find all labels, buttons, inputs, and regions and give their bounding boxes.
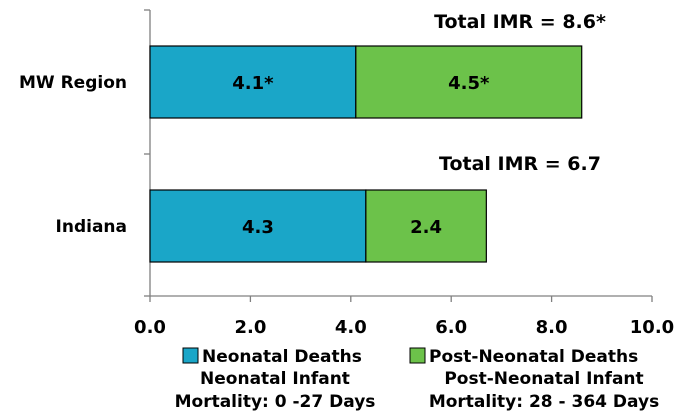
data-label-neonatal-1: 4.3: [242, 217, 274, 238]
legend-sublabel-neonatal-2: Mortality: 0 -27 Days: [175, 392, 376, 412]
legend: Neonatal Deaths Neonatal Infant Mortalit…: [175, 347, 660, 412]
x-tick-label-0: 0.0: [134, 317, 166, 338]
x-tick-label-2: 4.0: [335, 317, 367, 338]
x-tick-label-5: 10.0: [630, 317, 674, 338]
total-label-1: Total IMR = 6.7: [439, 153, 601, 175]
x-tick-label-1: 2.0: [234, 317, 266, 338]
data-label-post-neonatal-0: 4.5*: [448, 73, 490, 94]
data-label-post-neonatal-1: 2.4: [410, 217, 442, 238]
x-tick-label-4: 8.0: [536, 317, 568, 338]
category-label-0: MW Region: [19, 73, 127, 93]
total-label-0: Total IMR = 8.6*: [434, 11, 606, 33]
legend-swatch-neonatal: [182, 347, 199, 364]
legend-sublabel-post-neonatal-1: Post-Neonatal Infant: [444, 369, 643, 389]
bar-neonatal-0: [149, 45, 357, 119]
bar-post-neonatal-0: [355, 45, 583, 119]
legend-label-post-neonatal: Post-Neonatal Deaths: [429, 347, 638, 367]
x-tick-label-3: 6.0: [435, 317, 467, 338]
legend-label-neonatal: Neonatal Deaths: [202, 347, 362, 367]
legend-sublabel-neonatal-1: Neonatal Infant: [200, 369, 350, 389]
plot-area: 0.0 2.0 4.0 6.0 8.0 10.0 MW Region 4.1* 4.5* Tota…: [19, 9, 674, 338]
bar-neonatal-1: [149, 189, 367, 263]
legend-sublabel-post-neonatal-2: Mortality: 28 - 364 Days: [429, 392, 659, 412]
data-label-neonatal-0: 4.1*: [232, 73, 274, 94]
legend-swatch-post-neonatal: [409, 347, 426, 364]
category-label-1: Indiana: [56, 217, 127, 237]
bar-post-neonatal-1: [365, 189, 487, 263]
